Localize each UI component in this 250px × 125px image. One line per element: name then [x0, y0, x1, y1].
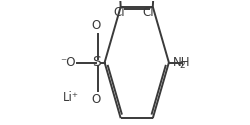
- Text: S: S: [92, 56, 101, 70]
- Text: ⁻O: ⁻O: [60, 56, 76, 69]
- Text: NH: NH: [172, 56, 190, 69]
- Text: 2: 2: [179, 61, 185, 70]
- Text: Li⁺: Li⁺: [63, 91, 79, 104]
- Text: Cl: Cl: [114, 6, 125, 19]
- Text: Cl: Cl: [142, 6, 154, 19]
- Text: O: O: [92, 93, 101, 106]
- Text: O: O: [92, 19, 101, 32]
